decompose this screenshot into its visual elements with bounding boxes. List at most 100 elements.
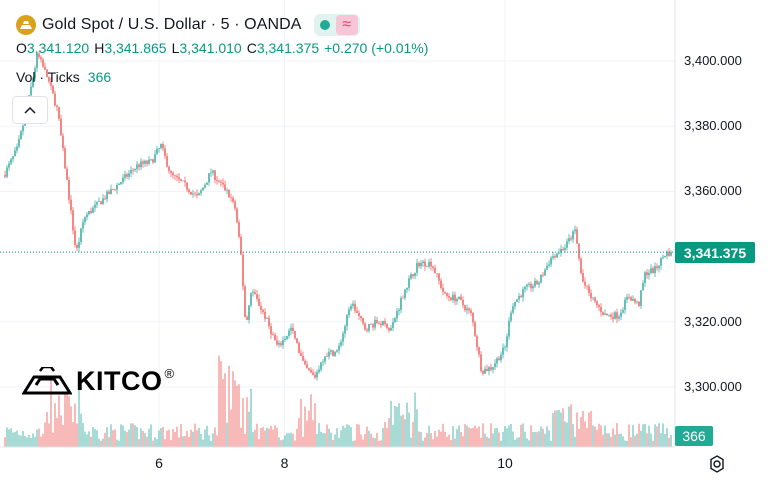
symbol-title[interactable]: Gold Spot / U.S. Dollar · 5 · OANDA bbox=[42, 16, 302, 33]
candle-body bbox=[226, 190, 228, 191]
volume-bar bbox=[574, 436, 576, 447]
candle-body bbox=[100, 201, 102, 205]
volume-bar bbox=[448, 434, 450, 447]
candle-body bbox=[158, 148, 160, 150]
candle-body bbox=[592, 297, 594, 299]
candle-body bbox=[160, 144, 162, 149]
price-tick-label: 3,360.000 bbox=[684, 183, 742, 199]
candle-body bbox=[604, 313, 606, 315]
volume-bar bbox=[202, 439, 204, 447]
candle-body bbox=[266, 318, 268, 319]
volume-bar bbox=[476, 428, 478, 447]
volume-bar bbox=[576, 412, 578, 447]
candle-body bbox=[614, 312, 616, 319]
price-tick-label: 3,380.000 bbox=[684, 118, 742, 134]
volume-bar bbox=[518, 437, 520, 447]
volume-bar bbox=[336, 428, 338, 447]
gold-symbol-icon[interactable] bbox=[16, 15, 36, 35]
candle-body bbox=[508, 320, 510, 337]
volume-bar bbox=[322, 433, 324, 447]
market-status-pill[interactable]: ≈ bbox=[313, 14, 360, 36]
volume-bar bbox=[348, 424, 350, 447]
volume-bar bbox=[464, 424, 466, 447]
candle-body bbox=[44, 66, 46, 70]
volume-bar bbox=[588, 412, 590, 447]
volume-bar bbox=[32, 433, 34, 447]
volume-bar bbox=[634, 435, 636, 447]
wave-icon[interactable]: ≈ bbox=[335, 15, 358, 35]
close-value: 3,341.375 bbox=[256, 40, 320, 56]
candle-body bbox=[212, 170, 214, 173]
volume-bar bbox=[340, 430, 342, 447]
candle-body bbox=[578, 243, 580, 259]
volume-bar bbox=[92, 427, 94, 447]
candle-body bbox=[218, 180, 220, 182]
volume-bar bbox=[18, 434, 20, 447]
candle-body bbox=[556, 253, 558, 258]
volume-bar bbox=[120, 424, 122, 447]
volume-bar bbox=[382, 427, 384, 447]
candle-body bbox=[476, 336, 478, 348]
candle-body bbox=[220, 181, 222, 183]
volume-bar bbox=[234, 380, 236, 447]
volume-bar bbox=[432, 439, 434, 447]
volume-bar bbox=[338, 437, 340, 447]
volume-bar bbox=[640, 430, 642, 447]
volume-bar bbox=[526, 438, 528, 447]
volume-bar bbox=[184, 436, 186, 447]
candle-body bbox=[276, 340, 278, 345]
candle-body bbox=[142, 161, 144, 164]
candle-body bbox=[304, 360, 306, 365]
volume-bar bbox=[600, 425, 602, 447]
candle-body bbox=[280, 343, 282, 346]
open-value: 3,341.120 bbox=[26, 40, 90, 56]
volume-bar bbox=[578, 429, 580, 447]
volume-bar bbox=[72, 422, 74, 447]
volume-bar bbox=[356, 423, 358, 447]
volume-bar bbox=[472, 427, 474, 447]
volume-bar bbox=[546, 426, 548, 447]
volume-bar bbox=[84, 431, 86, 447]
candle-body bbox=[172, 172, 174, 176]
volume-bar bbox=[650, 433, 652, 447]
settings-gear-icon[interactable] bbox=[707, 454, 727, 474]
volume-bar bbox=[100, 440, 102, 447]
candle-body bbox=[272, 334, 274, 335]
volume-bar bbox=[214, 427, 216, 447]
volume-bar bbox=[414, 392, 416, 447]
candle-body bbox=[564, 247, 566, 251]
volume-bar bbox=[128, 429, 130, 447]
volume-bar bbox=[126, 432, 128, 447]
volume-bar bbox=[358, 424, 360, 447]
volume-bar bbox=[44, 422, 46, 447]
candle-body bbox=[200, 190, 202, 194]
candle-body bbox=[296, 338, 298, 343]
volume-bar bbox=[368, 430, 370, 447]
volume-bar bbox=[14, 431, 16, 447]
candle-body bbox=[510, 312, 512, 321]
volume-bar bbox=[280, 440, 282, 447]
volume-label[interactable]: Vol · Ticks bbox=[16, 69, 80, 85]
volume-bar bbox=[494, 428, 496, 447]
volume-bar bbox=[248, 411, 250, 447]
volume-bar bbox=[646, 433, 648, 447]
candle-body bbox=[584, 281, 586, 286]
candle-body bbox=[170, 171, 172, 173]
volume-bar bbox=[324, 433, 326, 447]
volume-bar bbox=[648, 425, 650, 447]
volume-bar bbox=[440, 431, 442, 447]
volume-bar bbox=[254, 429, 256, 447]
volume-bar bbox=[544, 433, 546, 447]
candle-body bbox=[462, 299, 464, 306]
volume-bar bbox=[88, 431, 90, 447]
volume-bar bbox=[194, 423, 196, 447]
volume-bar bbox=[638, 423, 640, 447]
volume-bar bbox=[492, 433, 494, 447]
candle-body bbox=[6, 167, 8, 177]
candle-body bbox=[638, 301, 640, 306]
volume-bar bbox=[548, 430, 550, 447]
candle-body bbox=[428, 261, 430, 267]
collapse-legend-button[interactable] bbox=[12, 96, 48, 124]
volume-bar bbox=[86, 434, 88, 447]
